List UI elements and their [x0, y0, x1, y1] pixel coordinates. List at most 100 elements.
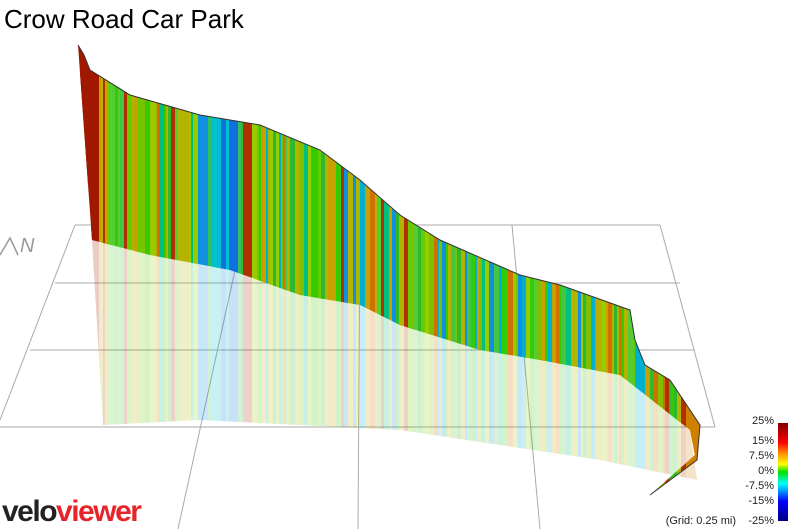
stripe	[461, 240, 467, 480]
logo: veloviewer	[2, 495, 142, 528]
stripe	[471, 45, 477, 495]
stripe	[78, 45, 82, 495]
stripe	[321, 45, 327, 495]
stripe	[489, 45, 495, 495]
stripe	[238, 240, 244, 480]
stripe	[489, 240, 495, 480]
stripe	[377, 240, 383, 480]
stripe	[247, 240, 253, 480]
stripe	[105, 240, 111, 480]
stripe	[513, 240, 519, 480]
stripe	[76, 230, 82, 500]
stripe	[399, 45, 405, 495]
legend-label: 7.5%	[749, 450, 774, 462]
legend-bar	[778, 423, 788, 521]
stripe	[494, 45, 500, 495]
stripe	[186, 240, 192, 480]
stripe	[414, 240, 420, 480]
stripe	[408, 45, 414, 495]
stripe	[530, 240, 536, 480]
stripe	[283, 240, 289, 480]
stripe	[124, 240, 130, 480]
stripe	[442, 45, 448, 495]
stripe	[408, 240, 414, 480]
stripe	[221, 240, 227, 480]
stripe	[279, 240, 285, 480]
stripe	[247, 45, 253, 495]
stripe	[108, 240, 114, 480]
stripe	[471, 240, 477, 480]
stripe	[467, 240, 473, 480]
stripe	[295, 45, 301, 495]
stripe	[381, 240, 387, 480]
stripe	[115, 240, 121, 480]
legend-label: -25%	[748, 515, 774, 527]
stripe	[360, 45, 366, 495]
stripe	[290, 45, 296, 495]
stripe	[365, 45, 371, 495]
stripe	[290, 240, 296, 480]
stripe	[160, 240, 166, 480]
stripe	[217, 240, 223, 480]
stripe	[377, 45, 383, 495]
stripe	[261, 45, 267, 495]
stripe	[344, 45, 350, 495]
stripe	[502, 240, 508, 480]
stripe	[348, 45, 354, 495]
stripe	[266, 240, 272, 480]
stripe	[150, 240, 156, 480]
stripe	[370, 45, 376, 495]
stripe	[166, 240, 172, 480]
stripe	[155, 240, 161, 480]
stripe	[461, 45, 467, 495]
stripe	[418, 240, 424, 480]
stripe	[697, 45, 700, 495]
logo-part: velo	[2, 495, 57, 528]
stripe	[421, 240, 427, 480]
stripe	[356, 240, 362, 480]
stripe	[425, 240, 431, 480]
stripe	[101, 240, 107, 480]
stripe	[451, 240, 457, 480]
stripe	[404, 240, 410, 480]
stripe	[304, 45, 310, 495]
stripe	[110, 240, 116, 480]
stripe	[137, 240, 143, 480]
stripe	[316, 240, 322, 480]
stripe	[412, 240, 418, 480]
stripe	[287, 240, 293, 480]
stripe	[80, 230, 86, 500]
stripe	[516, 240, 522, 480]
stripe	[439, 240, 445, 480]
stripe	[437, 240, 443, 480]
stripe	[212, 240, 218, 480]
stripe	[208, 240, 214, 480]
compass-label: N	[20, 235, 35, 257]
stripe	[344, 240, 350, 480]
profile-edge	[77, 44, 701, 496]
stripe	[270, 240, 276, 480]
stripe	[508, 240, 514, 480]
stripe	[465, 240, 471, 480]
stripe	[273, 240, 279, 480]
stripe	[434, 240, 440, 480]
stripe	[457, 240, 463, 480]
stripe	[285, 240, 291, 480]
stripe	[308, 240, 314, 480]
stripe	[477, 240, 483, 480]
stripe	[231, 45, 237, 495]
stripe	[469, 240, 475, 480]
stripe	[504, 45, 510, 495]
stripe	[215, 240, 221, 480]
stripe	[321, 240, 327, 480]
stripe	[396, 240, 402, 480]
stripe	[455, 240, 461, 480]
grid-note: (Grid: 0.25 mi)	[666, 515, 736, 527]
stripe	[485, 45, 491, 495]
stripe	[482, 240, 488, 480]
stripe	[399, 240, 405, 480]
stripe	[243, 240, 249, 480]
stripe	[178, 240, 184, 480]
stripe	[392, 240, 398, 480]
